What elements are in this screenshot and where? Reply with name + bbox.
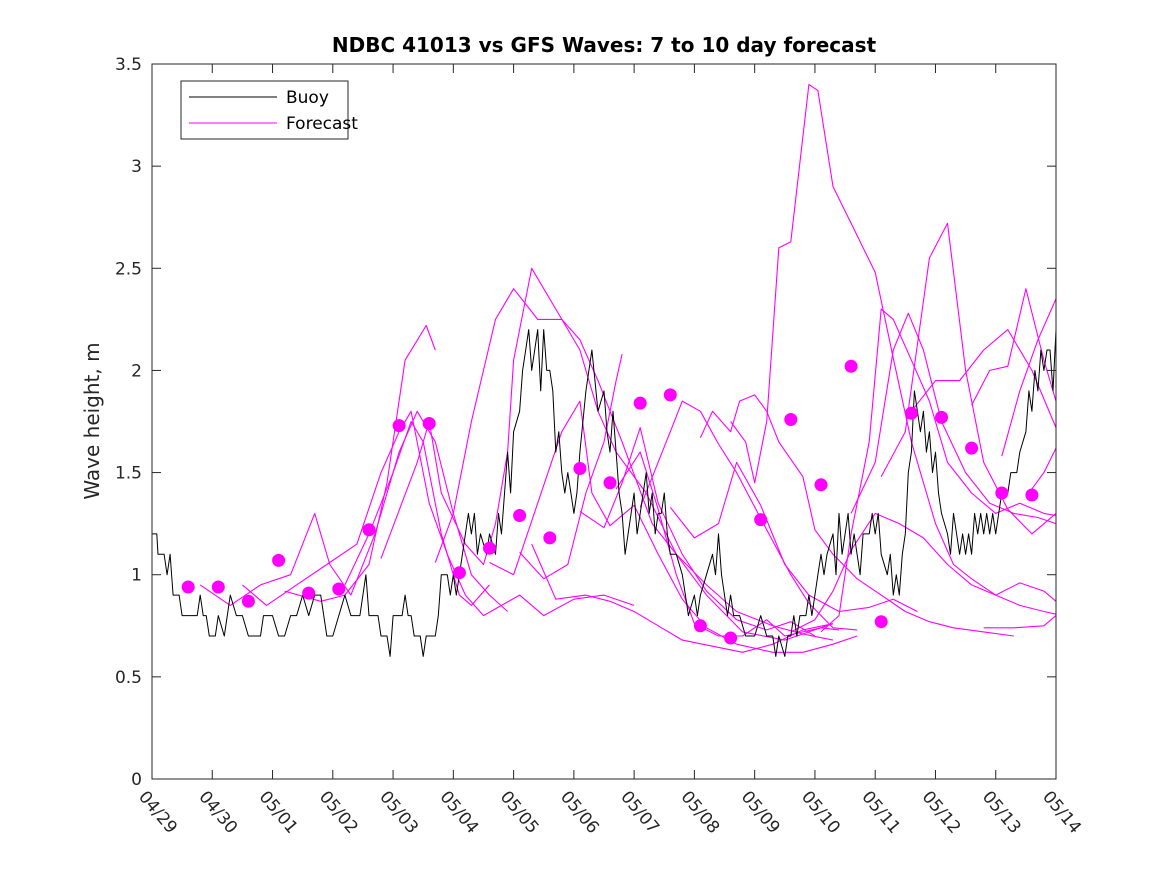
- forecast-point-16: [633, 396, 647, 410]
- forecast-point-17: [663, 388, 677, 402]
- forecast-line-3: [284, 324, 436, 602]
- y-tick-label-6: 2.5: [115, 259, 142, 279]
- forecast-line-2: [242, 410, 635, 617]
- forecast-point-12: [513, 509, 527, 522]
- legend-forecast-label: Forecast: [286, 114, 358, 134]
- forecast-line-20: [910, 329, 1057, 428]
- plot-frame: [151, 63, 1057, 780]
- forecast-line-6: [434, 288, 834, 641]
- legend-box: [180, 80, 349, 140]
- forecast-line-7: [489, 400, 858, 653]
- forecast-points: [181, 359, 1039, 645]
- forecast-point-18: [693, 619, 707, 633]
- forecast-line-24: [983, 615, 1057, 629]
- forecast-point-9: [422, 417, 436, 430]
- y-tick-label-1: 0: [131, 770, 142, 790]
- forecast-line-13: [669, 461, 918, 613]
- chart-title: NDBC 41013 vs GFS Waves: 7 to 10 day for…: [332, 33, 877, 57]
- forecast-point-11: [483, 541, 496, 555]
- forecast-line-12: [639, 400, 858, 631]
- forecast-line-1: [199, 410, 508, 612]
- forecast-point-24: [874, 615, 888, 629]
- y-tick-label-3: 1: [131, 566, 142, 586]
- forecast-line-8: [519, 353, 623, 580]
- forecast-point-21: [784, 413, 798, 426]
- forecast-line-5: [380, 267, 834, 641]
- y-tick-label-7: 3: [131, 157, 142, 177]
- forecast-line-15: [730, 83, 1057, 615]
- forecast-point-14: [573, 462, 587, 475]
- forecast-point-6: [332, 582, 346, 596]
- forecast-point-19: [724, 631, 738, 645]
- forecast-line-23: [1031, 447, 1057, 490]
- forecast-line-16: [790, 512, 1057, 633]
- forecast-line-14: [699, 394, 1014, 637]
- legend: Buoy Forecast: [180, 80, 358, 140]
- y-axis: 0 0.5 1 1.5 2 2.5 3 3.5: [115, 55, 1056, 790]
- buoy-line: [152, 329, 1057, 657]
- forecast-point-1: [181, 580, 195, 594]
- forecast-point-5: [302, 586, 316, 600]
- y-axis-label: Wave height, m: [80, 342, 104, 499]
- forecast-point-23: [844, 359, 858, 373]
- forecast-point-3: [241, 594, 255, 608]
- forecast-point-25: [904, 406, 918, 420]
- y-tick-label-4: 1.5: [115, 464, 142, 484]
- forecast-line-17: [820, 308, 1057, 633]
- forecast-line-21: [971, 288, 1057, 406]
- forecast-point-10: [452, 566, 466, 580]
- y-tick-label-5: 2: [131, 361, 142, 381]
- forecast-point-7: [362, 523, 376, 537]
- forecast-point-20: [754, 513, 768, 527]
- forecast-point-28: [995, 486, 1009, 500]
- forecast-point-2: [211, 580, 225, 594]
- forecast-point-27: [965, 441, 979, 455]
- plot-area: [152, 64, 1056, 779]
- forecast-point-22: [814, 478, 828, 492]
- forecast-point-29: [1025, 488, 1039, 502]
- forecast-line-19: [880, 222, 1057, 535]
- forecast-point-8: [392, 419, 406, 433]
- y-tick-label-8: 3.5: [115, 55, 142, 75]
- buoy-series: [152, 329, 1057, 657]
- forecast-line-22: [1001, 298, 1057, 457]
- forecast-point-4: [272, 553, 286, 567]
- legend-buoy-label: Buoy: [286, 88, 329, 108]
- forecast-point-26: [935, 410, 948, 424]
- forecast-point-15: [603, 476, 617, 490]
- forecast-point-13: [543, 531, 557, 545]
- y-tick-label-2: 0.5: [115, 668, 142, 688]
